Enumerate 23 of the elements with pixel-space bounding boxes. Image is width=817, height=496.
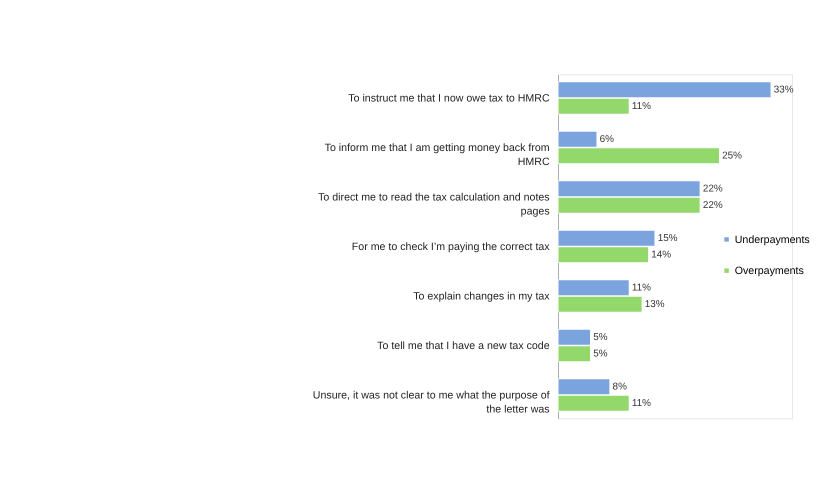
y-tick-label: To instruct me that I now owe tax to HMRC xyxy=(348,92,550,105)
data-label: 15% xyxy=(658,233,678,244)
y-tick-label: Unsure, it was not clear to me what the purpose of the letter was xyxy=(312,390,550,416)
data-label: 14% xyxy=(651,250,672,261)
data-label: 33% xyxy=(774,84,794,96)
data-label: 22% xyxy=(702,200,723,212)
y-tick-label: To tell me that I have a new tax code xyxy=(377,340,550,352)
legend-label: Underpayments xyxy=(734,234,810,246)
data-label: 5% xyxy=(593,332,608,344)
data-label: 5% xyxy=(593,348,608,360)
data-label: 13% xyxy=(644,299,665,310)
data-label: 8% xyxy=(612,382,628,393)
y-tick-label: To inform me that I am getting money back from HMRC xyxy=(324,142,550,168)
legend-label: Overpayments xyxy=(734,265,804,278)
y-tick-label: For me to check I’m paying the correct tax xyxy=(352,241,550,254)
y-tick-label: To explain changes in my tax xyxy=(413,290,550,303)
data-label: 6% xyxy=(600,134,614,146)
data-label: 25% xyxy=(722,150,742,162)
data-label: 22% xyxy=(702,184,723,195)
data-label: 11% xyxy=(632,101,652,112)
y-tick-label: To direct me to read the tax calculation and notes pages xyxy=(318,192,550,218)
data-label: 11% xyxy=(632,398,652,410)
data-label: 11% xyxy=(632,282,652,294)
